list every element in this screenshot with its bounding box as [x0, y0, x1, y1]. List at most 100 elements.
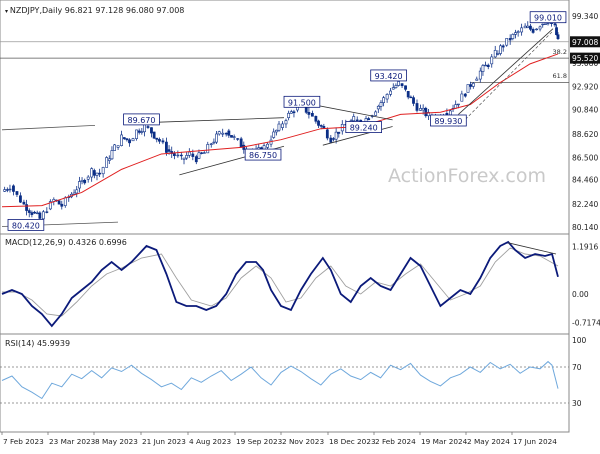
swing-label: 86.750: [249, 151, 277, 160]
candle: [391, 87, 395, 90]
swing-label: 89.670: [127, 116, 155, 125]
candle: [152, 131, 156, 139]
swing-label-box: [283, 95, 321, 108]
candle: [165, 141, 168, 153]
candle: [281, 123, 284, 128]
candle: [221, 132, 225, 135]
candle: [146, 126, 150, 128]
candle: [41, 211, 45, 220]
macd-panel: [0, 233, 570, 335]
candle: [277, 123, 281, 131]
candle: [329, 137, 333, 143]
candle: [501, 45, 505, 48]
macd-y-tick: 0.00: [572, 290, 589, 299]
x-tick-label: 2 May 2024: [467, 437, 510, 446]
candle: [86, 176, 90, 180]
rsi-y-tick: 70: [572, 363, 582, 372]
candle: [57, 200, 61, 205]
candle: [125, 138, 129, 141]
candle: [224, 132, 228, 135]
swing-label: 93.420: [375, 72, 403, 81]
candle: [143, 124, 146, 133]
candle: [8, 188, 12, 191]
candle: [60, 203, 64, 207]
candle: [232, 136, 236, 138]
price-y-tick: 82.240: [572, 200, 598, 209]
price-panel: [0, 0, 570, 235]
candle: [272, 131, 276, 138]
candle: [12, 185, 15, 192]
candle: [266, 143, 269, 148]
candle: [197, 152, 201, 159]
candle: [553, 23, 557, 26]
candle: [101, 167, 105, 175]
rsi-line: [1, 360, 559, 400]
candle: [526, 25, 530, 28]
candle: [35, 212, 39, 214]
price-y-tick: 80.140: [572, 223, 598, 232]
candle: [212, 141, 216, 144]
candle: [448, 110, 452, 116]
candle: [191, 153, 195, 157]
candle: [325, 129, 329, 139]
candle: [120, 134, 123, 146]
candle: [314, 115, 318, 122]
candle: [230, 135, 233, 138]
candle: [478, 70, 482, 80]
candle: [202, 152, 206, 154]
macd-y-tick: -0.7174: [572, 319, 600, 328]
current-price-badge-bg: [570, 36, 600, 48]
candle: [520, 27, 524, 33]
candle: [334, 131, 338, 140]
rsi-title: RSI(14) 45.9939: [5, 339, 70, 348]
candle: [424, 107, 428, 117]
x-tick-label: 8 May 2023: [95, 437, 138, 446]
candle: [200, 152, 204, 154]
candle: [516, 31, 520, 33]
current-price-badge: 97.008: [572, 38, 598, 47]
candle: [546, 22, 550, 25]
candle: [287, 112, 291, 119]
candle: [337, 131, 341, 134]
candle: [116, 145, 120, 148]
macd-trendline: [508, 242, 557, 255]
candle: [33, 211, 36, 214]
candle: [90, 168, 94, 178]
candle: [496, 53, 500, 55]
candle: [179, 154, 183, 157]
candle: [310, 113, 314, 117]
candle: [289, 111, 293, 114]
swing-label-box: [7, 219, 45, 231]
swing-label: 91.500: [288, 98, 316, 107]
candle: [556, 34, 560, 40]
candle: [284, 120, 288, 125]
candle: [140, 131, 144, 133]
candle: [239, 138, 243, 148]
candle: [475, 78, 479, 81]
candle: [182, 157, 186, 160]
x-tick-label: 23 Mar 2023: [49, 437, 96, 446]
marker-price-badge-bg: [570, 52, 600, 64]
candle: [374, 111, 378, 116]
candle: [107, 158, 111, 161]
trendline: [151, 117, 284, 123]
x-tick-label: 2 Nov 2023: [282, 437, 324, 446]
fib-label-61: 61.8: [553, 72, 567, 80]
marker-price-badge: 95.520: [572, 54, 598, 63]
moving-average-line: [1, 53, 559, 208]
candle: [187, 151, 191, 156]
macd-line: [1, 240, 559, 328]
candle: [80, 179, 84, 182]
candle: [150, 127, 153, 134]
candle: [72, 192, 76, 195]
candle: [463, 93, 467, 97]
candle: [355, 119, 359, 122]
candle: [292, 111, 296, 114]
candle: [531, 28, 535, 33]
candle: [95, 172, 99, 176]
candle: [541, 23, 545, 26]
x-tick-label: 7 Feb 2023: [3, 437, 44, 446]
x-tick-label: 17 Jun 2024: [513, 437, 557, 446]
swing-label-box: [529, 11, 567, 24]
candle: [236, 138, 240, 140]
